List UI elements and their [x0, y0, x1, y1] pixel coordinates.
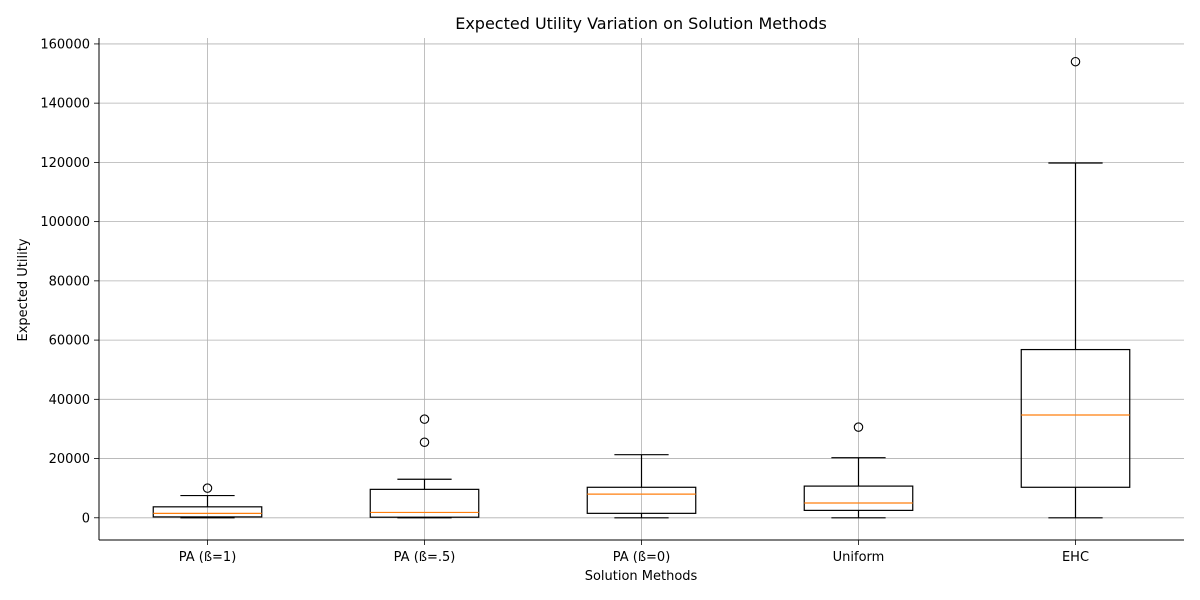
plot-layer — [152, 56, 1131, 519]
y-tick-label: 20000 — [49, 452, 90, 467]
box-group — [803, 422, 914, 519]
x-tick-label: EHC — [1062, 550, 1089, 565]
y-tick-label: 0 — [82, 511, 90, 526]
outlier-point — [202, 483, 213, 493]
x-axis-label: Solution Methods — [585, 569, 698, 584]
y-tick-label: 160000 — [40, 37, 90, 52]
y-axis-label: Expected Utility — [16, 238, 31, 341]
y-tick-label: 120000 — [40, 156, 90, 171]
x-tick-label: PA (ß=.5) — [394, 550, 456, 565]
x-tick-label: PA (ß=1) — [179, 550, 237, 565]
box-iqr — [369, 488, 480, 518]
outlier-point — [853, 422, 864, 432]
x-tick-label: Uniform — [833, 550, 885, 565]
box-iqr — [1020, 348, 1131, 488]
outlier-point — [419, 414, 430, 424]
box-group — [152, 483, 263, 519]
box-iqr — [803, 485, 914, 511]
y-tick-label: 60000 — [49, 334, 90, 349]
chart-title: Expected Utility Variation on Solution M… — [455, 14, 827, 33]
outlier-point — [1070, 56, 1081, 67]
box-group — [1020, 56, 1131, 519]
y-tick-label: 100000 — [40, 215, 90, 230]
box-group — [586, 454, 697, 519]
box-iqr — [586, 486, 697, 514]
box-iqr — [152, 506, 263, 518]
x-tick-label: PA (ß=0) — [613, 550, 671, 565]
outlier-point — [419, 437, 430, 448]
y-tick-label: 140000 — [40, 97, 90, 112]
box-group — [369, 414, 480, 519]
y-tick-label: 40000 — [49, 393, 90, 408]
y-tick-label: 80000 — [49, 274, 90, 289]
axes-layer: 0 20000 40000 60000 80000 100000 120000 140000 1… — [40, 37, 1184, 565]
